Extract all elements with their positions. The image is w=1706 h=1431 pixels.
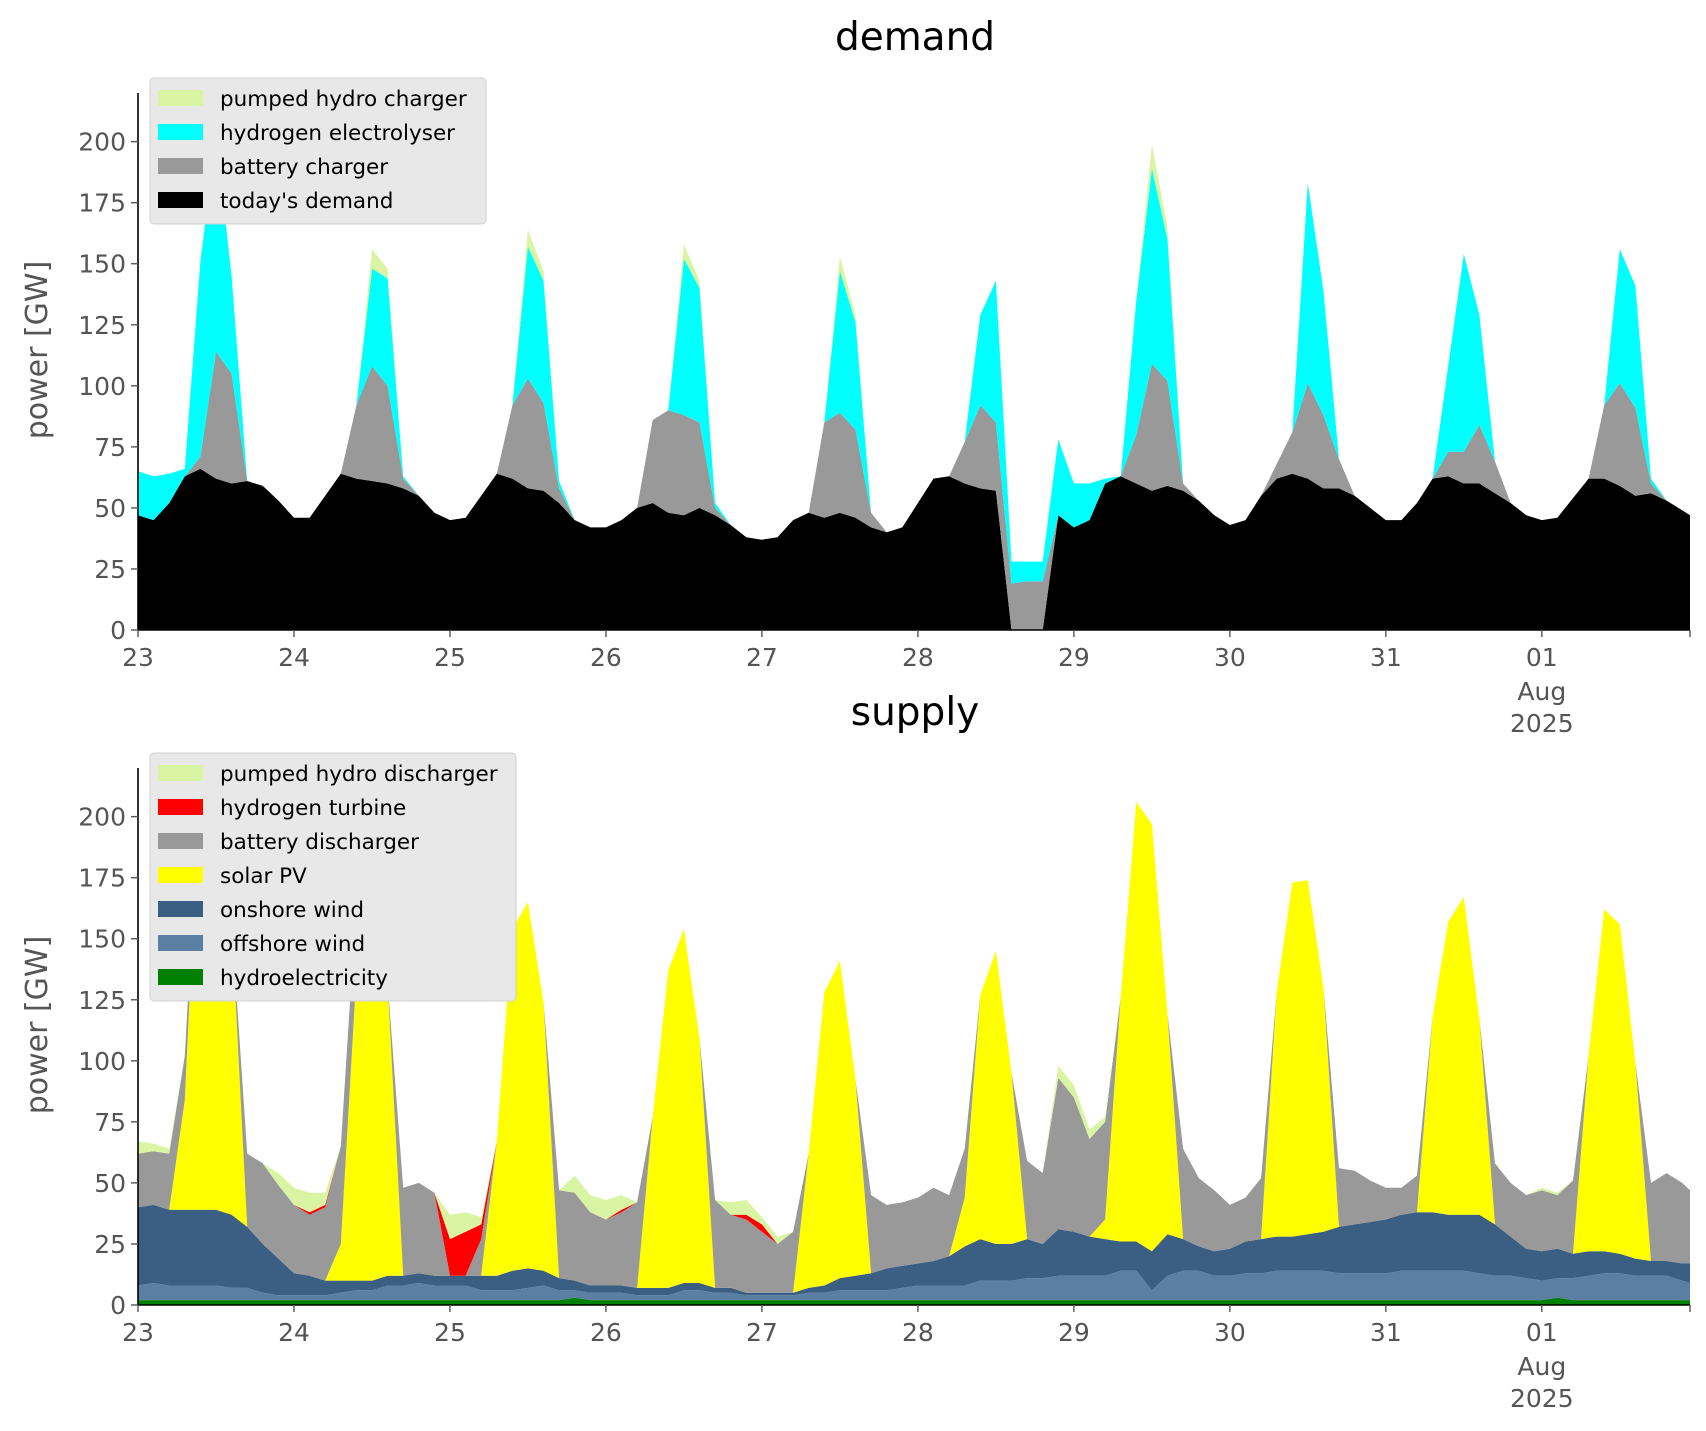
- y-tick-label: 175: [78, 189, 126, 218]
- x-tick-year-label: 2025: [1510, 709, 1574, 738]
- x-tick-label: 25: [434, 1318, 466, 1347]
- chart-title: supply: [851, 690, 979, 735]
- series-area-today-s-demand: [138, 468, 1690, 630]
- legend-label-onshore-wind: onshore wind: [220, 898, 364, 923]
- legend-swatch-battery-charger: [158, 158, 203, 174]
- legend-label-battery-discharger: battery discharger: [220, 830, 419, 855]
- x-tick-label: 26: [590, 643, 622, 672]
- series-area-solar-pv: [138, 770, 1690, 1293]
- axes: 0 25 50 75 100 125 150 175 200 23 24 25 26 27 28 29 30 31…: [78, 768, 1691, 1413]
- legend-box: [149, 77, 487, 225]
- series-area-offshore-wind: [138, 1270, 1690, 1301]
- x-tick-month-label: Aug: [1517, 1352, 1566, 1381]
- y-tick-label: 200: [78, 128, 126, 157]
- legend-label-pumped-hydro-discharger: pumped hydro discharger: [220, 762, 498, 787]
- legend-label-hydrogen-turbine: hydrogen turbine: [220, 796, 406, 821]
- x-tick-label: 27: [746, 1318, 778, 1347]
- x-tick-label: 24: [278, 1318, 310, 1347]
- y-tick-label: 100: [78, 1047, 126, 1076]
- supply-chart: supply power [GW] 0 25 50 75 100 125 150 175 200…: [20, 690, 1691, 1413]
- y-tick-label: 75: [94, 1108, 126, 1137]
- demand-chart: demand power [GW] 0 25 50 75 100 125 150 175 200…: [20, 15, 1691, 738]
- legend-label-battery-charger: battery charger: [220, 155, 388, 180]
- x-tick-month-label: Aug: [1517, 677, 1566, 706]
- legend-swatch-offshore-wind: [158, 935, 203, 951]
- x-tick-label: 29: [1058, 1318, 1090, 1347]
- y-tick-label: 50: [94, 494, 126, 523]
- series-area-pumped-hydro-discharger: [138, 770, 1690, 1244]
- y-tick-label: 125: [78, 311, 126, 340]
- legend-label-offshore-wind: offshore wind: [220, 932, 365, 957]
- x-tick-label: 31: [1370, 643, 1402, 672]
- y-axis-label: power [GW]: [20, 261, 55, 440]
- y-tick-label: 25: [94, 555, 126, 584]
- x-tick-year-label: 2025: [1510, 1384, 1574, 1413]
- axes: 0 25 50 75 100 125 150 175 200 23 24 25 26 27 28 29 30 31…: [78, 93, 1691, 738]
- y-tick-label: 0: [110, 1291, 126, 1320]
- x-tick-label: 30: [1214, 643, 1246, 672]
- x-tick-label: 31: [1370, 1318, 1402, 1347]
- legend-swatch-pumped-hydro-charger: [158, 90, 203, 106]
- x-tick-label: 29: [1058, 643, 1090, 672]
- legend-swatch-hydrogen-electrolyser: [158, 124, 203, 140]
- legend: pumped hydro discharger hydrogen turbine b…: [149, 752, 517, 1002]
- x-tick-label: 30: [1214, 1318, 1246, 1347]
- legend: pumped hydro charger hydrogen electrolyse…: [149, 77, 487, 225]
- x-tick-label: 26: [590, 1318, 622, 1347]
- x-tick-label: 25: [434, 643, 466, 672]
- y-tick-label: 100: [78, 372, 126, 401]
- x-tick-label: 28: [902, 1318, 934, 1347]
- legend-swatch-pumped-hydro-discharger: [158, 765, 203, 781]
- y-tick-label: 25: [94, 1230, 126, 1259]
- series-area-battery-charger: [138, 351, 1690, 630]
- x-tick-label: 27: [746, 643, 778, 672]
- legend-swatch-battery-discharger: [158, 833, 203, 849]
- legend-label-solar-pv: solar PV: [220, 864, 307, 889]
- series-area-onshore-wind: [138, 1204, 1690, 1296]
- legend-label-pumped-hydro-charger: pumped hydro charger: [220, 87, 467, 112]
- legend-label-hydrogen-electrolyser: hydrogen electrolyser: [220, 121, 455, 146]
- y-tick-label: 150: [78, 250, 126, 279]
- legend-label-today-s-demand: today's demand: [220, 189, 393, 214]
- series-area-hydroelectricity: [138, 1297, 1690, 1305]
- legend-swatch-today-s-demand: [158, 192, 203, 208]
- y-axis-label: power [GW]: [20, 936, 55, 1115]
- plot-area: [138, 122, 1690, 630]
- y-tick-label: 175: [78, 864, 126, 893]
- legend-label-hydroelectricity: hydroelectricity: [220, 966, 388, 991]
- x-tick-label: 01: [1526, 1318, 1558, 1347]
- legend-swatch-hydroelectricity: [158, 969, 203, 985]
- x-tick-label: 24: [278, 643, 310, 672]
- legend-swatch-solar-pv: [158, 867, 203, 883]
- y-tick-label: 125: [78, 986, 126, 1015]
- x-tick-label: 01: [1526, 643, 1558, 672]
- series-area-battery-discharger: [138, 770, 1690, 1293]
- y-tick-label: 200: [78, 803, 126, 832]
- y-tick-label: 150: [78, 925, 126, 954]
- x-tick-label: 23: [122, 643, 154, 672]
- chart-title: demand: [835, 15, 995, 60]
- legend-box: [149, 752, 517, 1002]
- y-tick-label: 0: [110, 616, 126, 645]
- plot-area: [138, 770, 1690, 1305]
- legend-swatch-onshore-wind: [158, 901, 203, 917]
- x-tick-label: 23: [122, 1318, 154, 1347]
- x-tick-label: 28: [902, 643, 934, 672]
- y-tick-label: 75: [94, 433, 126, 462]
- y-tick-label: 50: [94, 1169, 126, 1198]
- legend-swatch-hydrogen-turbine: [158, 799, 203, 815]
